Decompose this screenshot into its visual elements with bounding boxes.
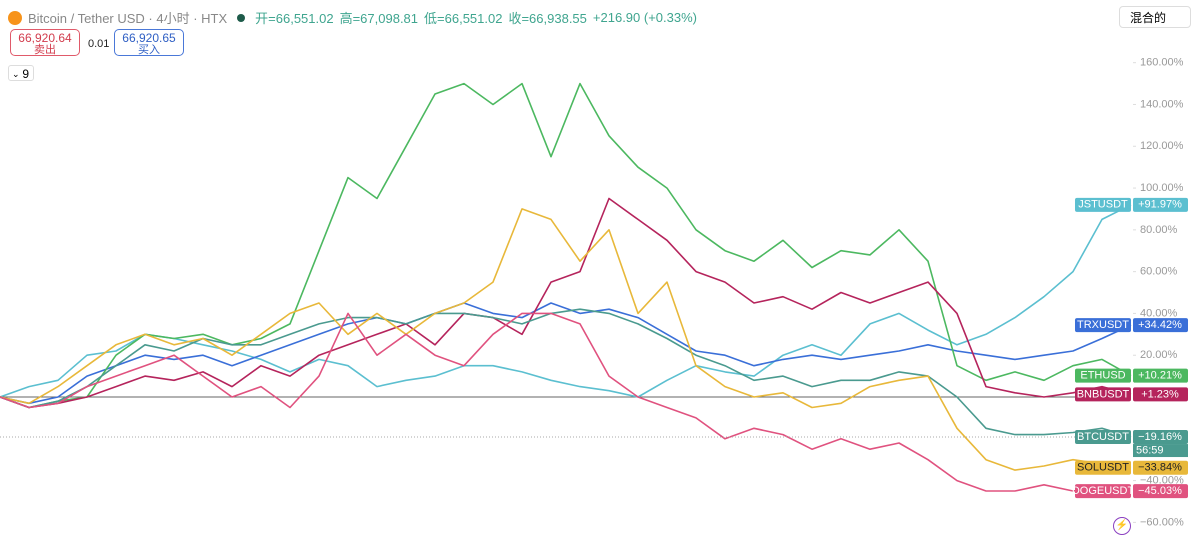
countdown: 56:59 — [1136, 444, 1164, 456]
value-tag — [1133, 387, 1188, 402]
value-tag — [1133, 460, 1188, 475]
value-label: +91.97% — [1138, 199, 1182, 211]
series-line — [0, 197, 1132, 409]
y-tick-label: 120.00% — [1140, 140, 1184, 152]
name-tag — [1075, 368, 1131, 383]
buy-price: 66,920.65 — [122, 31, 176, 45]
series-line — [0, 208, 1132, 471]
legend-header: Bitcoin / Tether USD · 4小时 · HTX 开=66,55… — [8, 8, 697, 27]
series-name: JSTUSDT — [1078, 199, 1128, 211]
close: 收=66,938.55 — [508, 11, 587, 26]
y-tick-label: −60.00% — [1140, 516, 1184, 528]
value-tag — [1133, 197, 1188, 212]
sell-price: 66,920.64 — [18, 31, 72, 45]
btc-icon — [8, 10, 22, 25]
value-label: −45.03% — [1138, 485, 1182, 497]
sell-button[interactable]: 66,920.64 卖出 — [10, 29, 80, 56]
lightning-button[interactable]: ⚡ — [1113, 517, 1131, 535]
y-tick-label: 60.00% — [1140, 266, 1178, 278]
series-line — [0, 312, 1132, 492]
status-dot — [237, 13, 246, 22]
series-name: ETHUSD — [1080, 370, 1125, 382]
y-tick-label: −40.00% — [1140, 474, 1184, 486]
value-tag — [1133, 368, 1188, 383]
name-tag — [1075, 318, 1131, 333]
low: 低=66,551.02 — [424, 11, 503, 26]
value-tag — [1133, 484, 1188, 499]
sell-label: 卖出 — [34, 44, 56, 56]
y-tick-label: 40.00% — [1140, 307, 1178, 319]
y-tick-label: 20.00% — [1140, 349, 1178, 361]
indicator-toggle[interactable]: ⌄ 9 — [8, 65, 34, 81]
value-label: +10.21% — [1138, 370, 1182, 382]
y-tick-label: 100.00% — [1140, 182, 1184, 194]
value-tag — [1133, 318, 1188, 333]
symbol: Bitcoin / Tether USD · 4小时 · HTX — [28, 11, 228, 26]
series-line — [0, 302, 1132, 405]
y-tick-label: 80.00% — [1140, 224, 1178, 236]
series-line — [0, 308, 1132, 438]
series-name: BTCUSDT — [1077, 431, 1129, 443]
mode-label: 混合的 — [1130, 11, 1167, 25]
series-name: BNBUSDT — [1077, 388, 1130, 400]
mode-select[interactable]: 混合的 — [1119, 6, 1191, 28]
buy-label: 买入 — [138, 44, 160, 56]
name-tag — [1075, 387, 1131, 402]
value-tag — [1133, 430, 1188, 445]
spread: 0.01 — [88, 38, 110, 50]
series-line — [0, 82, 1132, 409]
name-tag — [1075, 430, 1131, 445]
series-name: SOLUSDT — [1077, 462, 1129, 474]
value-label: +34.42% — [1138, 319, 1182, 331]
indicator-count: 9 — [22, 67, 29, 81]
name-tag — [1075, 197, 1131, 212]
name-tag — [1075, 460, 1131, 475]
change: +216.90 (+0.33%) — [592, 10, 697, 25]
value-label: −19.16% — [1138, 431, 1182, 443]
value-label: −33.84% — [1138, 462, 1182, 474]
buy-button[interactable]: 66,920.65 买入 — [114, 29, 184, 56]
open: 开=66,551.02 — [255, 11, 334, 26]
high: 高=67,098.81 — [339, 11, 419, 26]
series-name: DOGEUSDT — [1072, 485, 1135, 497]
value-label: +1.23% — [1141, 388, 1179, 400]
series-name: TRXUSDT — [1077, 319, 1129, 331]
y-tick-label: 140.00% — [1140, 98, 1184, 110]
countdown-tag — [1133, 444, 1188, 458]
name-tag — [1075, 484, 1131, 499]
y-tick-label: 160.00% — [1140, 57, 1184, 69]
